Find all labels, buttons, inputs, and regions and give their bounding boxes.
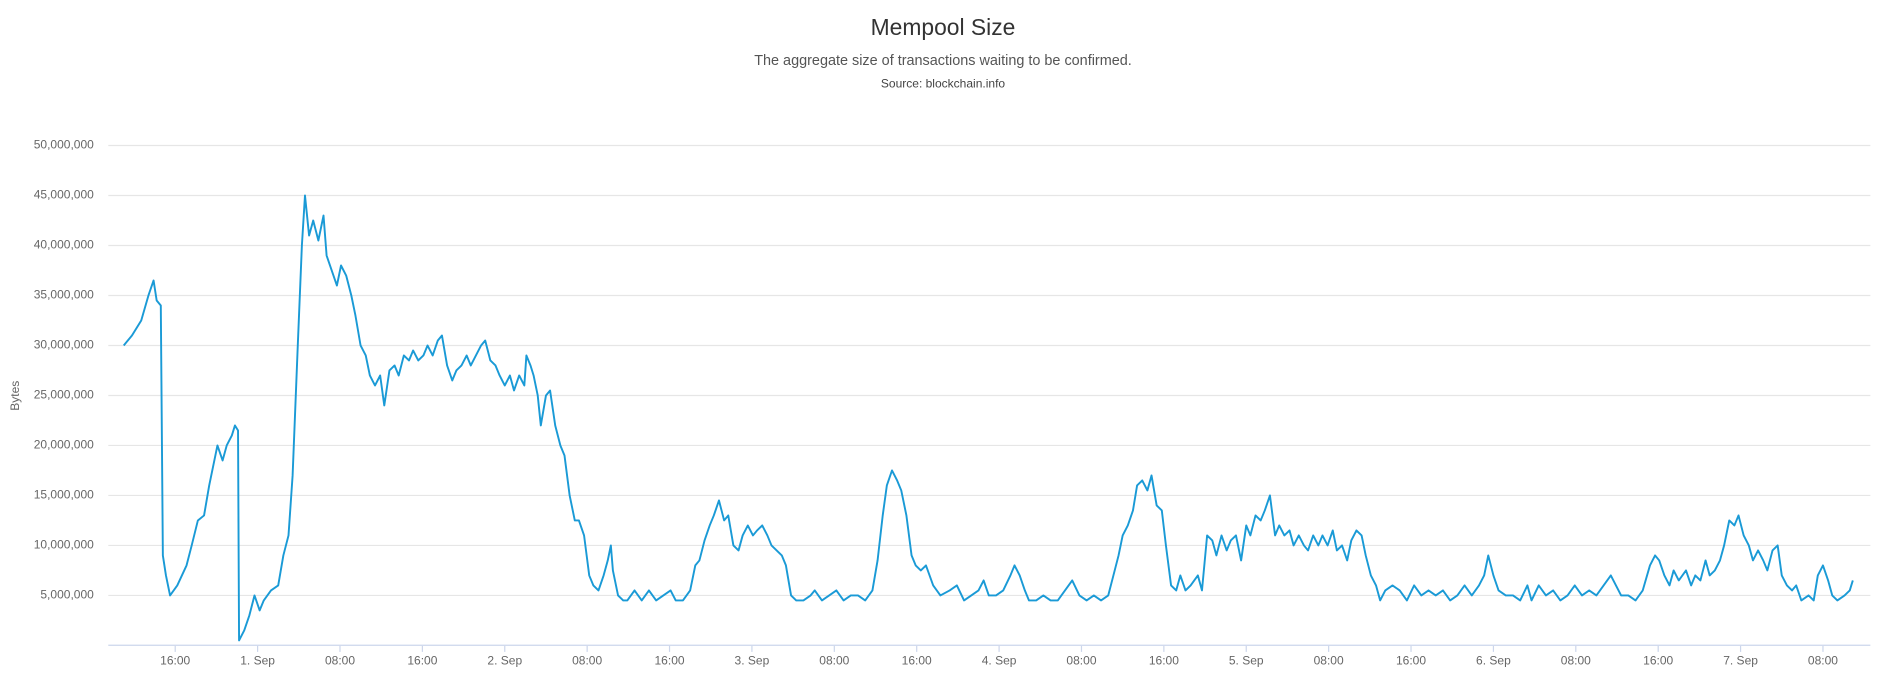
x-tick-label: 16:00 bbox=[160, 654, 190, 668]
x-tick-label: 16:00 bbox=[1643, 654, 1673, 668]
x-tick-label: 16:00 bbox=[655, 654, 685, 668]
y-tick-label: 10,000,000 bbox=[34, 538, 94, 552]
chart-title: Mempool Size bbox=[871, 14, 1016, 40]
chart-subtitle: The aggregate size of transactions waiti… bbox=[754, 53, 1132, 69]
x-tick-label: 7. Sep bbox=[1723, 654, 1758, 668]
y-tick-label: 50,000,000 bbox=[34, 138, 94, 152]
y-tick-label: 45,000,000 bbox=[34, 188, 94, 202]
chart-source: Source: blockchain.info bbox=[881, 76, 1006, 90]
x-tick-label: 2. Sep bbox=[487, 654, 522, 668]
y-tick-label: 40,000,000 bbox=[34, 238, 94, 252]
y-tick-label: 20,000,000 bbox=[34, 438, 94, 452]
x-tick-label: 6. Sep bbox=[1476, 654, 1511, 668]
x-tick-label: 3. Sep bbox=[735, 654, 770, 668]
x-tick-label: 16:00 bbox=[1149, 654, 1179, 668]
x-tick-label: 08:00 bbox=[1808, 654, 1838, 668]
x-tick-label: 4. Sep bbox=[982, 654, 1017, 668]
x-tick-label: 16:00 bbox=[407, 654, 437, 668]
line-series bbox=[122, 194, 1854, 642]
y-tick-label: 35,000,000 bbox=[34, 288, 94, 302]
x-tick-label: 1. Sep bbox=[240, 654, 275, 668]
x-tick-label: 08:00 bbox=[1561, 654, 1591, 668]
y-tick-label: 30,000,000 bbox=[34, 338, 94, 352]
x-tick-label: 16:00 bbox=[902, 654, 932, 668]
x-tick-label: 08:00 bbox=[1314, 654, 1344, 668]
x-tick-label: 16:00 bbox=[1396, 654, 1426, 668]
y-tick-label: 5,000,000 bbox=[40, 588, 94, 602]
x-tick-label: 08:00 bbox=[819, 654, 849, 668]
y-axis-title: Bytes bbox=[8, 381, 22, 411]
x-tick-label: 5. Sep bbox=[1229, 654, 1264, 668]
x-tick-label: 08:00 bbox=[1066, 654, 1096, 668]
y-tick-label: 15,000,000 bbox=[34, 488, 94, 502]
x-tick-label: 08:00 bbox=[572, 654, 602, 668]
x-tick-label: 08:00 bbox=[325, 654, 355, 668]
y-tick-label: 25,000,000 bbox=[34, 388, 94, 402]
